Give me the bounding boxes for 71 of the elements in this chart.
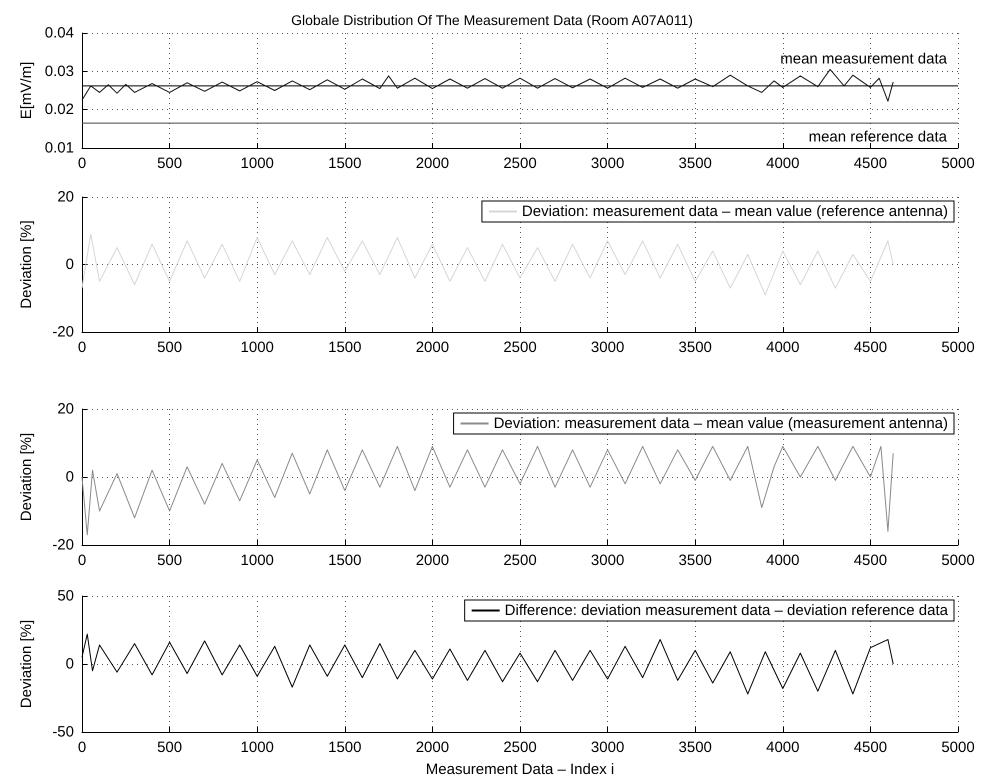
y-tick-label: 0.02 (44, 101, 74, 118)
y-tick-label: 0 (66, 256, 74, 273)
x-tick-label: 0 (78, 552, 86, 569)
x-tick-label: 2000 (416, 155, 450, 172)
y-tick-label: 0 (66, 656, 74, 672)
x-tick-label: 4500 (854, 739, 888, 756)
x-tick-label: 4000 (766, 739, 800, 756)
x-tick-label: 3500 (678, 552, 712, 569)
x-tick-label: 500 (157, 339, 182, 356)
y-tick-label: -20 (52, 536, 74, 554)
x-tick-label: 0 (78, 155, 86, 172)
x-tick-label: 2000 (416, 739, 450, 756)
x-tick-label: 4000 (766, 155, 800, 172)
x-tick-label: 3000 (590, 739, 624, 756)
y-axis-title: E[mV/m] (18, 62, 35, 120)
x-tick-label: 2500 (503, 339, 537, 356)
legend-label: Difference: deviation measurement data – deviation reference data (504, 602, 949, 619)
x-tick-label: 3500 (678, 739, 712, 756)
x-tick-label: 1500 (328, 552, 362, 569)
chart-title: Globale Distribution Of The Measurement Data (Room A07A011) (291, 12, 693, 28)
x-tick-label: 4000 (766, 339, 800, 356)
x-tick-label: 0 (78, 339, 86, 356)
y-tick-label: 0 (66, 468, 74, 486)
x-tick-label: 2500 (503, 552, 537, 569)
x-tick-label: 5000 (941, 339, 975, 356)
y-tick-label: 20 (57, 188, 74, 206)
x-tick-label: 500 (157, 552, 182, 569)
x-axis-title: Measurement Data – Index i (426, 761, 614, 778)
y-tick-label: 20 (57, 400, 74, 418)
x-tick-label: 5000 (941, 739, 975, 756)
ref-line-label: mean measurement data (780, 50, 948, 68)
x-tick-label: 2000 (416, 552, 450, 569)
x-tick-label: 1000 (240, 155, 274, 172)
x-tick-label: 4500 (854, 339, 888, 356)
legend-label: Deviation: measurement data – mean value (reference antenna) (522, 203, 948, 220)
y-tick-label: 0.04 (44, 24, 74, 42)
x-tick-label: 3500 (678, 155, 712, 172)
ref-line-label: mean reference data (808, 128, 948, 146)
x-tick-label: 2000 (416, 339, 450, 356)
line-series (82, 234, 894, 296)
y-tick-label: -20 (52, 324, 74, 340)
y-tick-label: 0.01 (44, 140, 74, 156)
line-series (82, 68, 894, 102)
x-tick-label: 3000 (590, 552, 624, 569)
x-tick-label: 500 (157, 739, 182, 756)
x-tick-label: 1000 (240, 339, 274, 356)
x-tick-label: 5000 (941, 552, 975, 569)
x-tick-label: 500 (157, 155, 182, 172)
x-tick-label: 4000 (766, 552, 800, 569)
y-tick-label: 0.03 (44, 62, 74, 80)
y-tick-label: -50 (52, 724, 74, 740)
x-tick-label: 2500 (503, 739, 537, 756)
x-tick-label: 1500 (328, 339, 362, 356)
y-axis-title: Deviation [%] (18, 620, 35, 708)
y-axis-title: Deviation [%] (18, 432, 35, 522)
y-axis-title: Deviation [%] (18, 220, 35, 309)
legend-label: Deviation: measurement data – mean value (measurement antenna) (494, 415, 948, 432)
x-tick-label: 5000 (941, 155, 975, 172)
x-tick-label: 3500 (678, 339, 712, 356)
x-tick-label: 4500 (854, 155, 888, 172)
x-tick-label: 1500 (328, 739, 362, 756)
x-tick-label: 2500 (503, 155, 537, 172)
x-tick-label: 1500 (328, 155, 362, 172)
x-tick-label: 0 (78, 739, 86, 756)
x-tick-label: 1000 (240, 552, 274, 569)
line-series (82, 446, 894, 536)
x-tick-label: 3000 (590, 339, 624, 356)
x-tick-label: 3000 (590, 155, 624, 172)
x-tick-label: 1000 (240, 739, 274, 756)
x-tick-label: 4500 (854, 552, 888, 569)
y-tick-label: 50 (57, 588, 74, 604)
